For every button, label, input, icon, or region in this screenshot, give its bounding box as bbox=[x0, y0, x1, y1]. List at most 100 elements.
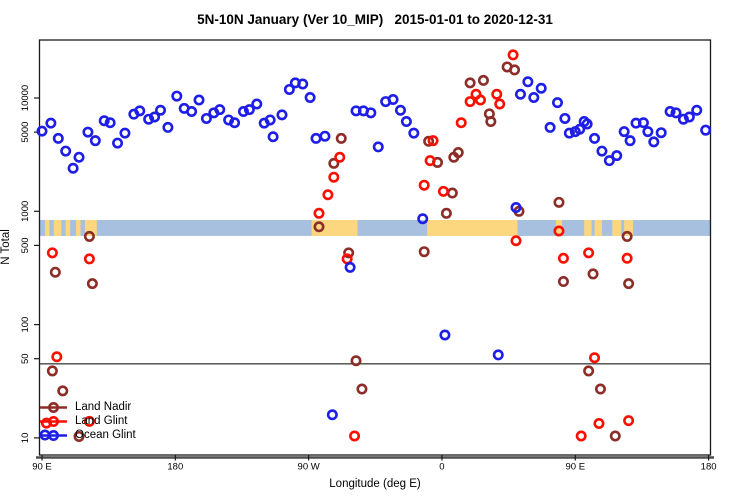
data-point-land-nadir bbox=[583, 365, 595, 377]
data-point-ocean-glint bbox=[162, 121, 174, 133]
data-point-ocean-glint bbox=[60, 145, 72, 157]
data-point-ocean-glint bbox=[112, 137, 124, 149]
legend-item-ocean-glint: Ocean Glint bbox=[40, 428, 136, 442]
plot-frame bbox=[38, 39, 712, 456]
data-point-land-glint bbox=[328, 171, 340, 183]
data-point-ocean-glint bbox=[510, 202, 522, 214]
data-point-ocean-glint bbox=[326, 409, 338, 421]
data-point-land-nadir bbox=[464, 77, 476, 89]
data-point-land-nadir bbox=[86, 278, 98, 290]
legend-label: Ocean Glint bbox=[75, 428, 136, 441]
legend-label: Land Nadir bbox=[75, 401, 132, 414]
data-point-land-glint bbox=[623, 415, 635, 427]
data-point-ocean-glint bbox=[104, 117, 116, 129]
data-point-ocean-glint bbox=[574, 123, 586, 135]
land-band-segment bbox=[612, 219, 622, 236]
data-point-ocean-glint bbox=[82, 126, 94, 138]
data-point-land-glint bbox=[464, 96, 476, 108]
data-point-ocean-glint bbox=[276, 109, 288, 121]
data-point-land-nadir bbox=[452, 147, 464, 159]
x-tick-label: 90 E bbox=[566, 462, 586, 473]
data-point-ocean-glint bbox=[304, 92, 316, 104]
data-point-land-nadir bbox=[46, 365, 58, 377]
data-point-land-glint bbox=[427, 135, 439, 147]
data-point-ocean-glint bbox=[319, 130, 331, 142]
x-tick-label: 0 bbox=[439, 462, 444, 473]
data-point-land-nadir bbox=[509, 64, 521, 76]
data-point-ocean-glint bbox=[603, 155, 615, 167]
data-point-land-glint bbox=[621, 252, 633, 264]
land-band-segment bbox=[594, 219, 602, 236]
data-point-land-nadir bbox=[440, 207, 452, 219]
data-point-ocean-glint bbox=[581, 118, 593, 130]
x-tick-label: 180 bbox=[701, 462, 717, 473]
data-point-land-glint bbox=[474, 94, 486, 106]
data-point-land-glint bbox=[575, 430, 587, 442]
data-point-ocean-glint bbox=[134, 105, 146, 117]
y-tick-label: 1000 bbox=[20, 201, 31, 222]
data-point-ocean-glint bbox=[544, 121, 556, 133]
land-band-segment bbox=[427, 219, 518, 236]
y-tick-label: 10 bbox=[20, 433, 31, 444]
data-point-land-nadir bbox=[49, 266, 61, 278]
data-point-land-nadir bbox=[350, 355, 362, 367]
data-point-land-glint bbox=[83, 415, 95, 427]
data-point-ocean-glint bbox=[642, 126, 654, 138]
data-point-ocean-glint bbox=[611, 150, 623, 162]
legend-label: Land Glint bbox=[75, 415, 128, 428]
land-band-segment bbox=[44, 219, 50, 236]
land-band-segment bbox=[76, 219, 81, 236]
data-point-ocean-glint bbox=[143, 113, 155, 125]
data-point-ocean-glint bbox=[365, 107, 377, 119]
data-point-ocean-glint bbox=[344, 261, 356, 273]
data-point-land-nadir bbox=[446, 187, 458, 199]
data-point-ocean-glint bbox=[67, 162, 79, 174]
data-point-land-nadir bbox=[623, 278, 635, 290]
data-point-ocean-glint bbox=[417, 213, 429, 225]
data-point-land-nadir bbox=[313, 221, 325, 233]
data-point-ocean-glint bbox=[98, 115, 110, 127]
data-point-ocean-glint bbox=[193, 94, 205, 106]
data-point-land-nadir bbox=[553, 196, 565, 208]
data-point-land-nadir bbox=[418, 246, 430, 258]
data-point-ocean-glint bbox=[648, 136, 660, 148]
data-point-ocean-glint bbox=[237, 106, 249, 118]
data-point-ocean-glint bbox=[394, 104, 406, 116]
legend-item-land-nadir: Land Nadir bbox=[40, 401, 136, 415]
data-point-ocean-glint bbox=[514, 88, 526, 100]
data-point-ocean-glint bbox=[683, 111, 695, 123]
data-point-land-glint bbox=[589, 352, 601, 364]
data-point-ocean-glint bbox=[624, 135, 636, 147]
y-tick-label: 5000 bbox=[20, 122, 31, 143]
data-point-land-glint bbox=[507, 49, 519, 61]
legend-key-icon bbox=[40, 429, 67, 441]
data-point-land-glint bbox=[494, 98, 506, 110]
data-point-ocean-glint bbox=[149, 111, 161, 123]
data-point-land-nadir bbox=[73, 430, 85, 442]
data-point-land-nadir bbox=[57, 385, 69, 397]
x-tick-label: 90 W bbox=[298, 462, 320, 473]
legend: Land Nadir Land Glint Ocean Glint bbox=[40, 401, 136, 442]
x-tick-label: 90 E bbox=[32, 462, 52, 473]
data-point-land-nadir bbox=[609, 430, 621, 442]
y-tick-label: 50 bbox=[20, 353, 31, 364]
data-point-ocean-glint bbox=[691, 104, 703, 116]
data-point-ocean-glint bbox=[408, 127, 420, 139]
data-point-ocean-glint bbox=[89, 135, 101, 147]
data-point-ocean-glint bbox=[200, 112, 212, 124]
data-point-ocean-glint bbox=[700, 124, 712, 136]
data-point-land-nadir bbox=[335, 132, 347, 144]
data-point-ocean-glint bbox=[637, 117, 649, 129]
legend-key-icon bbox=[40, 402, 67, 414]
data-point-ocean-glint bbox=[171, 90, 183, 102]
data-point-land-nadir bbox=[328, 157, 340, 169]
data-point-ocean-glint bbox=[251, 98, 263, 110]
data-point-land-nadir bbox=[485, 116, 497, 128]
data-point-ocean-glint bbox=[655, 127, 667, 139]
land-band-segment bbox=[84, 219, 97, 236]
x-axis-label: Longitude (deg E) bbox=[329, 478, 421, 490]
data-point-land-glint bbox=[510, 235, 522, 247]
data-point-ocean-glint bbox=[372, 141, 384, 153]
legend-item-land-glint: Land Glint bbox=[40, 415, 136, 429]
